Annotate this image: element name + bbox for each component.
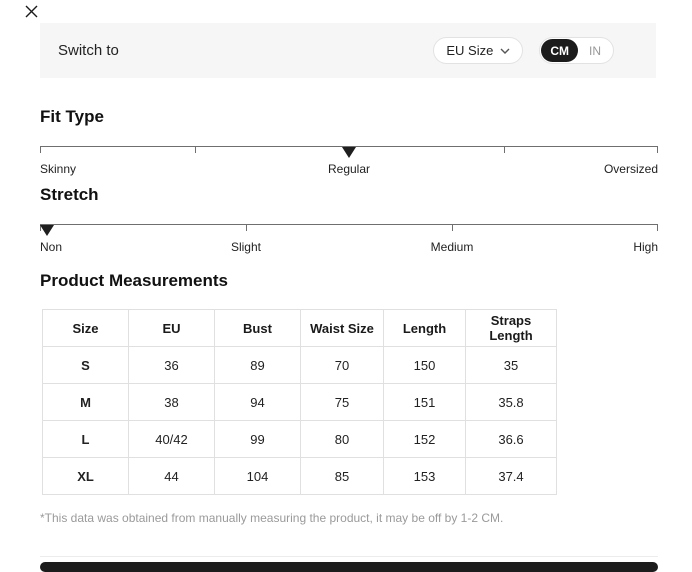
- stretch-marker-icon: [40, 225, 54, 236]
- column-header-size: Size: [42, 309, 129, 347]
- unit-toggle: CM IN: [539, 37, 614, 64]
- size-system-value: EU Size: [446, 43, 494, 58]
- product-measurements-title: Product Measurements: [40, 271, 228, 290]
- scale-tick: [657, 146, 658, 153]
- measurement-cell: 40/42: [128, 420, 215, 458]
- column-header-bust: Bust: [214, 309, 301, 347]
- close-button[interactable]: [23, 3, 39, 19]
- measurement-cell: 80: [300, 420, 384, 458]
- measurements-body: S 36 89 70 150 35 M 38 94 75 151 35.8 L 40/42 99 80 152 3…: [42, 346, 557, 495]
- measurement-cell: 152: [383, 420, 466, 458]
- measurement-cell: 104: [214, 457, 301, 495]
- measurement-cell: 75: [300, 383, 384, 421]
- measurements-table: Size EU Bust Waist Size Length Straps Le…: [42, 309, 557, 495]
- scale-tick: [40, 146, 41, 153]
- measurement-cell: 38: [128, 383, 215, 421]
- stretch-label-medium: Medium: [430, 240, 474, 254]
- stretch-label-high: High: [633, 240, 658, 254]
- table-row: M 38 94 75 151 35.8: [42, 383, 557, 421]
- stretch-label-slight: Slight: [230, 240, 261, 254]
- fit-label-regular: Regular: [327, 162, 371, 176]
- stretch-label-non: Non: [40, 240, 63, 254]
- measurement-cell: 153: [383, 457, 466, 495]
- column-header-straps: Straps Length: [465, 309, 557, 347]
- table-header-row: Size EU Bust Waist Size Length Straps Le…: [42, 309, 557, 347]
- scale-track: [40, 224, 658, 225]
- scale-tick: [452, 224, 454, 231]
- scale-tick: [194, 146, 196, 153]
- fit-label-skinny: Skinny: [40, 162, 77, 176]
- fit-type-title: Fit Type: [40, 107, 104, 126]
- bar-controls: EU Size CM IN: [433, 37, 614, 64]
- size-system-dropdown[interactable]: EU Size: [433, 37, 524, 64]
- column-header-eu: EU: [128, 309, 215, 347]
- measurement-cell: 94: [214, 383, 301, 421]
- measurement-cell: 99: [214, 420, 301, 458]
- measurement-cell: 36.6: [465, 420, 557, 458]
- measurement-cell: 35: [465, 346, 557, 384]
- measurement-cell: 85: [300, 457, 384, 495]
- switch-to-label: Switch to: [58, 42, 119, 59]
- size-cell: L: [42, 420, 129, 458]
- measurement-cell: 35.8: [465, 383, 557, 421]
- measurement-cell: 70: [300, 346, 384, 384]
- column-header-length: Length: [383, 309, 466, 347]
- size-cell: M: [42, 383, 129, 421]
- scale-tick: [657, 224, 658, 231]
- bottom-bar: [40, 562, 658, 572]
- stretch-title: Stretch: [40, 185, 99, 204]
- scale-tick: [503, 146, 505, 153]
- table-row: XL 44 104 85 153 37.4: [42, 457, 557, 495]
- fit-type-scale: Skinny Regular Oversized: [40, 146, 658, 178]
- close-icon: [25, 5, 37, 17]
- unit-option-in[interactable]: IN: [589, 43, 601, 58]
- chevron-down-icon: [500, 48, 510, 54]
- fit-label-oversized: Oversized: [603, 162, 658, 176]
- unit-option-cm[interactable]: CM: [541, 39, 578, 62]
- table-row: L 40/42 99 80 152 36.6: [42, 420, 557, 458]
- column-header-waist: Waist Size: [300, 309, 384, 347]
- size-cell: XL: [42, 457, 129, 495]
- measurement-cell: 89: [214, 346, 301, 384]
- measurement-cell: 37.4: [465, 457, 557, 495]
- scale-tick: [245, 224, 247, 231]
- table-row: S 36 89 70 150 35: [42, 346, 557, 384]
- switch-to-bar: Switch to EU Size CM IN: [40, 23, 656, 78]
- measurement-cell: 151: [383, 383, 466, 421]
- size-cell: S: [42, 346, 129, 384]
- stretch-scale: Non Slight Medium High: [40, 224, 658, 256]
- bottom-divider: [40, 556, 658, 557]
- measurement-cell: 150: [383, 346, 466, 384]
- measurement-disclaimer: *This data was obtained from manually me…: [40, 511, 504, 525]
- measurement-cell: 44: [128, 457, 215, 495]
- measurement-cell: 36: [128, 346, 215, 384]
- fit-type-marker-icon: [342, 147, 356, 158]
